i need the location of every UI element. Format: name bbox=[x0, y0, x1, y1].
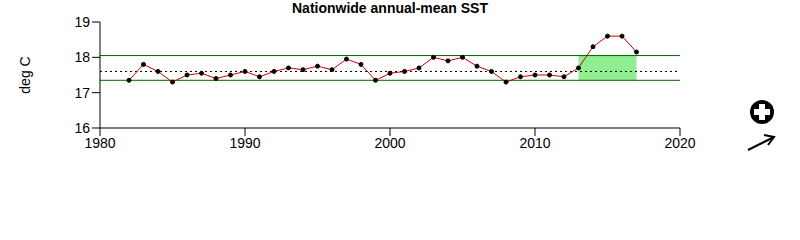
svg-text:19: 19 bbox=[74, 14, 90, 30]
svg-text:16: 16 bbox=[74, 120, 90, 136]
svg-text:2020: 2020 bbox=[664, 135, 695, 151]
svg-text:17: 17 bbox=[74, 85, 90, 101]
svg-text:18: 18 bbox=[74, 49, 90, 65]
svg-text:1990: 1990 bbox=[229, 135, 260, 151]
svg-text:1980: 1980 bbox=[84, 135, 115, 151]
svg-text:2000: 2000 bbox=[374, 135, 405, 151]
svg-text:2010: 2010 bbox=[519, 135, 550, 151]
svg-text:deg C: deg C bbox=[17, 56, 33, 93]
html-text:Nationwide annual-mean SST: Nationwide annual-mean SST bbox=[292, 0, 488, 16]
